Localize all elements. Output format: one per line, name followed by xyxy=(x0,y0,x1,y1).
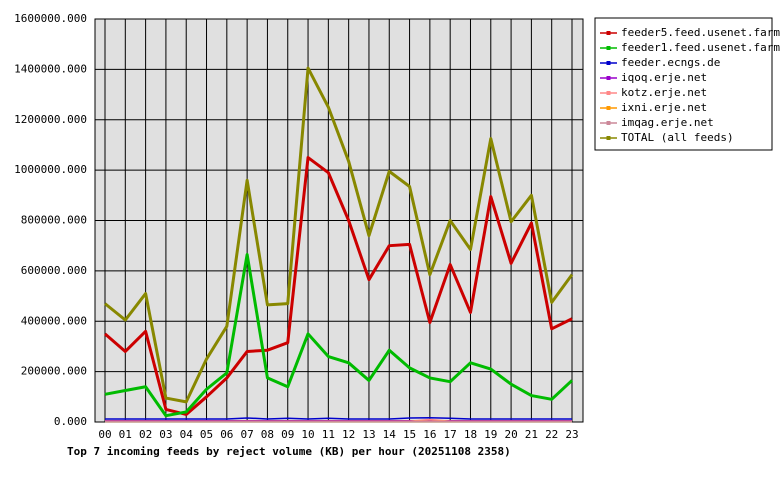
x-tick-label: 00 xyxy=(98,428,111,441)
x-tick-label: 13 xyxy=(362,428,375,441)
legend-marker xyxy=(606,76,611,80)
legend-label: imqag.erje.net xyxy=(621,116,714,129)
x-tick-label: 19 xyxy=(484,428,497,441)
x-tick-label: 06 xyxy=(220,428,233,441)
legend-marker xyxy=(606,46,611,50)
x-tick-label: 03 xyxy=(159,428,172,441)
x-tick-label: 17 xyxy=(444,428,457,441)
x-tick-label: 09 xyxy=(281,428,294,441)
x-tick-label: 05 xyxy=(200,428,213,441)
x-tick-label: 02 xyxy=(139,428,152,441)
legend-label: kotz.erje.net xyxy=(621,86,707,99)
y-tick-label: 1400000.000 xyxy=(14,62,87,75)
x-tick-label: 12 xyxy=(342,428,355,441)
x-tick-label: 07 xyxy=(241,428,254,441)
x-tick-label: 16 xyxy=(423,428,436,441)
y-tick-label: 400000.000 xyxy=(21,314,87,327)
legend-label: TOTAL (all feeds) xyxy=(621,131,734,144)
x-tick-label: 18 xyxy=(464,428,477,441)
x-tick-label: 15 xyxy=(403,428,416,441)
y-tick-label: 1200000.000 xyxy=(14,113,87,126)
series-line xyxy=(104,253,574,418)
x-tick-label: 11 xyxy=(322,428,335,441)
x-tick-label: 01 xyxy=(119,428,132,441)
x-tick-label: 20 xyxy=(504,428,517,441)
x-tick-label: 14 xyxy=(383,428,397,441)
y-tick-label: 0.000 xyxy=(54,415,87,428)
y-tick-label: 1000000.000 xyxy=(14,163,87,176)
x-tick-label: 22 xyxy=(545,428,558,441)
x-tick-label: 10 xyxy=(301,428,314,441)
x-tick-label: 21 xyxy=(525,428,538,441)
x-tick-label: 23 xyxy=(565,428,578,441)
legend-marker xyxy=(606,121,611,125)
legend-box xyxy=(594,17,773,151)
legend-marker xyxy=(606,136,611,140)
series-line xyxy=(105,416,572,420)
x-tick-label: 04 xyxy=(180,428,194,441)
legend-label: iqoq.erje.net xyxy=(621,71,707,84)
legend-label: feeder5.feed.usenet.farm xyxy=(621,26,780,39)
y-tick-label: 200000.000 xyxy=(21,365,87,378)
legend-marker xyxy=(606,31,611,35)
y-tick-label: 600000.000 xyxy=(21,264,87,277)
legend-marker xyxy=(606,91,611,95)
legend-label: feeder.ecngs.de xyxy=(621,56,720,69)
y-tick-label: 800000.000 xyxy=(21,214,87,227)
y-tick-label: 1600000.000 xyxy=(14,12,87,25)
legend-marker xyxy=(606,106,611,110)
chart-title: Top 7 incoming feeds by reject volume (K… xyxy=(67,445,511,458)
series-line xyxy=(104,66,574,404)
legend-label: ixni.erje.net xyxy=(621,101,707,114)
x-tick-label: 08 xyxy=(261,428,274,441)
legend-label: feeder1.feed.usenet.farm xyxy=(621,41,780,54)
legend-marker xyxy=(606,61,611,65)
